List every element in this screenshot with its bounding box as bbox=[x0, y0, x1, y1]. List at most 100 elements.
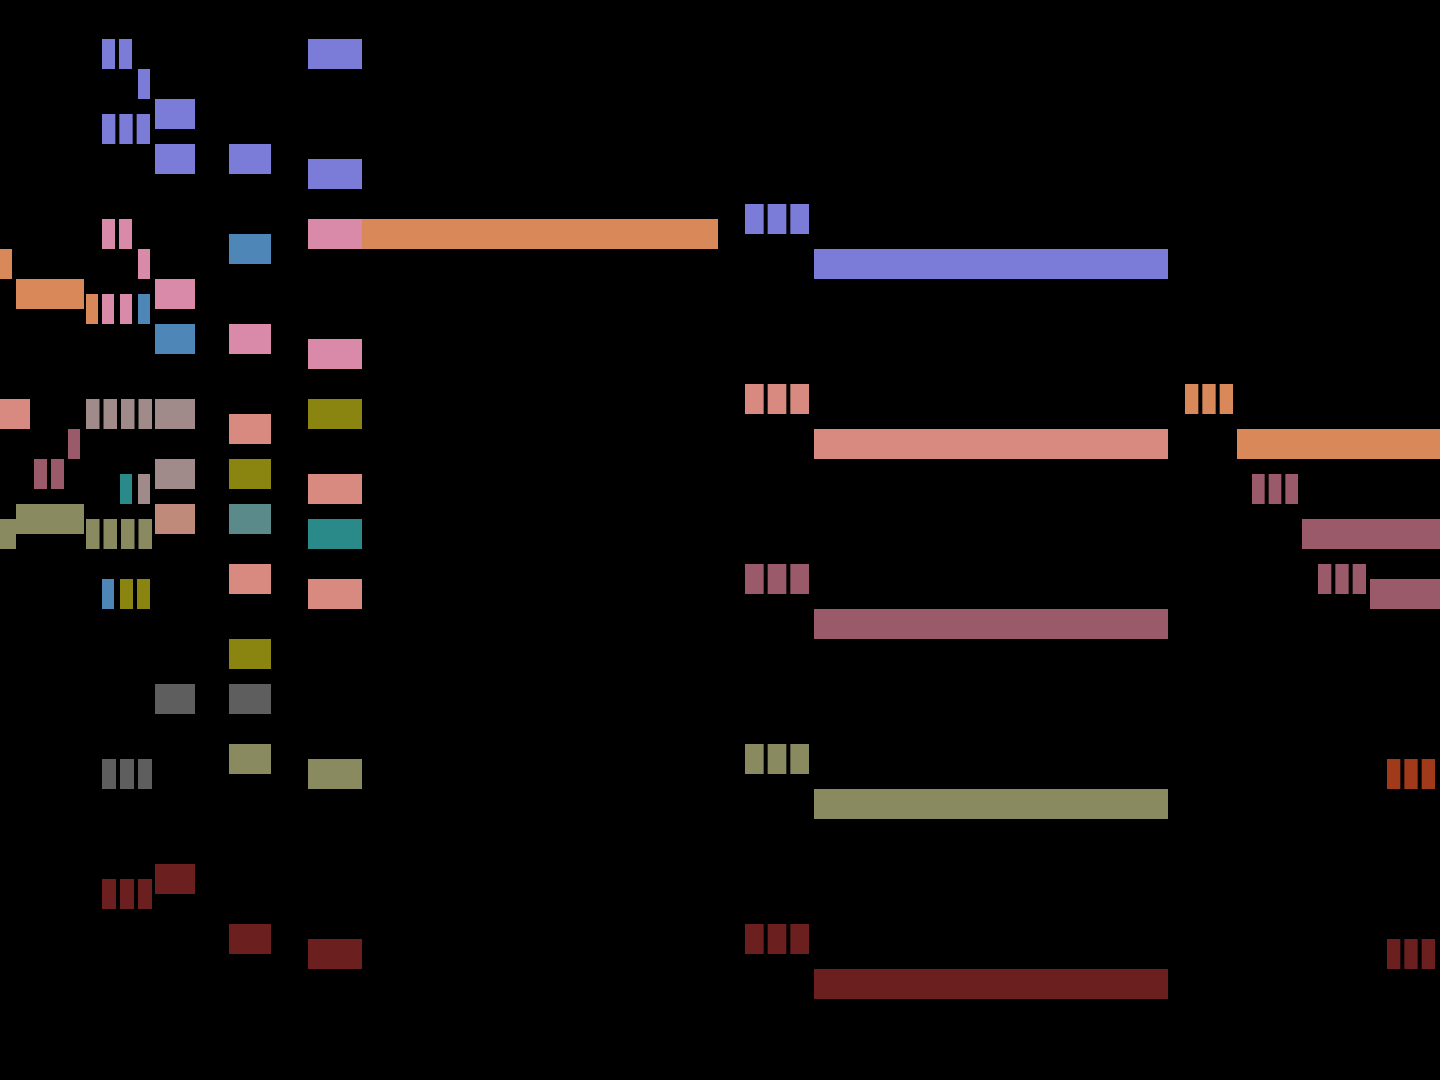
short-note bbox=[138, 879, 152, 909]
short-note bbox=[86, 399, 100, 429]
short-note bbox=[745, 564, 764, 594]
note bbox=[229, 639, 271, 669]
short-note bbox=[103, 519, 117, 549]
short-note bbox=[790, 744, 809, 774]
short-note bbox=[136, 114, 150, 144]
short-note bbox=[790, 204, 809, 234]
note bbox=[102, 294, 114, 324]
short-note bbox=[1352, 564, 1366, 594]
note bbox=[138, 69, 150, 99]
short-note bbox=[767, 204, 787, 234]
note bbox=[229, 414, 271, 444]
note bbox=[362, 219, 718, 249]
short-note bbox=[1421, 939, 1435, 969]
note bbox=[229, 684, 271, 714]
note bbox=[120, 294, 132, 324]
short-note bbox=[1219, 384, 1233, 414]
short-note bbox=[1202, 384, 1216, 414]
note bbox=[155, 684, 195, 714]
short-note bbox=[138, 759, 152, 789]
note bbox=[229, 744, 271, 774]
short-note bbox=[34, 459, 47, 489]
short-note bbox=[119, 219, 132, 249]
short-note bbox=[121, 519, 135, 549]
short-note bbox=[790, 924, 809, 954]
note bbox=[308, 519, 362, 549]
short-note bbox=[1252, 474, 1265, 504]
short-note bbox=[102, 114, 116, 144]
short-note bbox=[1387, 939, 1401, 969]
short-note bbox=[1285, 474, 1298, 504]
short-note bbox=[1335, 564, 1349, 594]
short-note bbox=[790, 384, 809, 414]
note bbox=[1237, 429, 1440, 459]
short-note bbox=[1318, 564, 1332, 594]
note bbox=[155, 279, 195, 309]
note bbox=[155, 504, 195, 534]
short-note bbox=[745, 384, 764, 414]
short-note bbox=[745, 744, 764, 774]
note bbox=[68, 429, 80, 459]
note bbox=[308, 474, 362, 504]
note bbox=[814, 789, 1168, 819]
note bbox=[229, 924, 271, 954]
short-note bbox=[120, 759, 134, 789]
short-note bbox=[119, 114, 133, 144]
note bbox=[0, 249, 12, 279]
note bbox=[308, 399, 362, 429]
short-note bbox=[102, 759, 116, 789]
short-note bbox=[119, 39, 132, 69]
short-note bbox=[745, 204, 764, 234]
short-note bbox=[120, 579, 133, 609]
short-note bbox=[86, 519, 100, 549]
note bbox=[229, 564, 271, 594]
short-note bbox=[767, 384, 787, 414]
note bbox=[1302, 519, 1440, 549]
note bbox=[814, 429, 1168, 459]
note bbox=[229, 504, 271, 534]
short-note bbox=[1387, 759, 1401, 789]
note bbox=[155, 399, 195, 429]
note bbox=[229, 459, 271, 489]
note bbox=[308, 579, 362, 609]
note bbox=[155, 324, 195, 354]
short-note bbox=[1421, 759, 1435, 789]
note bbox=[0, 519, 16, 549]
short-note bbox=[102, 39, 115, 69]
short-note bbox=[138, 519, 152, 549]
note bbox=[16, 279, 84, 309]
short-note bbox=[1404, 759, 1418, 789]
note bbox=[1370, 579, 1440, 609]
note bbox=[814, 609, 1168, 639]
short-note bbox=[767, 744, 787, 774]
note bbox=[308, 939, 362, 969]
note bbox=[814, 249, 1168, 279]
note bbox=[138, 249, 150, 279]
short-note bbox=[103, 399, 117, 429]
note bbox=[155, 99, 195, 129]
note bbox=[155, 144, 195, 174]
short-note bbox=[102, 219, 115, 249]
short-note bbox=[137, 579, 150, 609]
note bbox=[138, 474, 150, 504]
short-note bbox=[121, 399, 135, 429]
note bbox=[308, 39, 362, 69]
short-note bbox=[138, 399, 152, 429]
note bbox=[229, 324, 271, 354]
note bbox=[120, 474, 132, 504]
short-note bbox=[120, 879, 134, 909]
note bbox=[155, 459, 195, 489]
note bbox=[155, 864, 195, 894]
short-note bbox=[767, 564, 787, 594]
short-note bbox=[1185, 384, 1199, 414]
note bbox=[229, 234, 271, 264]
note bbox=[308, 159, 362, 189]
note bbox=[86, 294, 98, 324]
short-note bbox=[790, 564, 809, 594]
note bbox=[229, 144, 271, 174]
note bbox=[308, 219, 362, 249]
short-note bbox=[102, 879, 116, 909]
